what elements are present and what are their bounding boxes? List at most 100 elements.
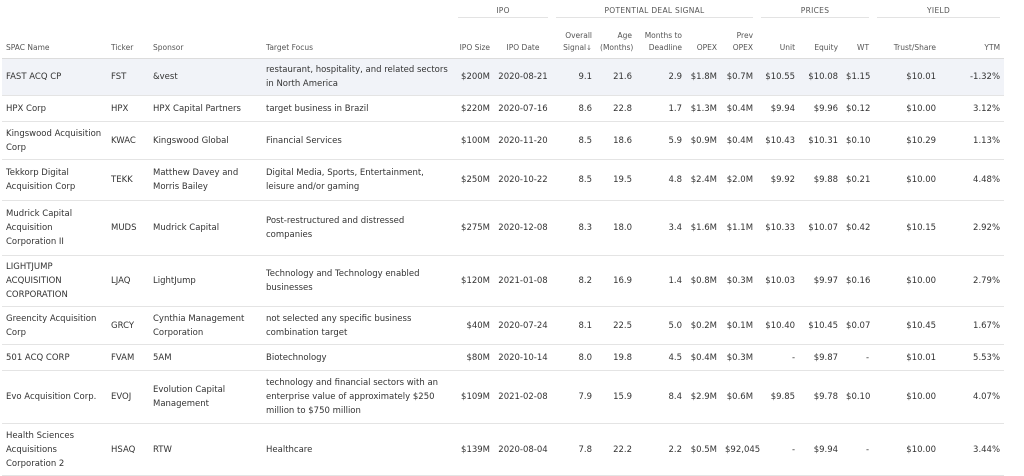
- spac-table: IPO POTENTIAL DEAL SIGNAL PRICES YIELD S…: [2, 0, 1005, 476]
- col-header-target-focus[interactable]: Target Focus: [262, 20, 454, 59]
- age-cell: 22.8: [596, 95, 637, 122]
- wt-price-cell: $0.07: [842, 306, 874, 345]
- table-row[interactable]: HPX Corp HPX HPX Capital Partners target bu…: [2, 95, 1005, 122]
- unit-price-cell: $9.92: [757, 159, 800, 201]
- ytm-cell: 4.07%: [940, 370, 1005, 424]
- table-row[interactable]: FAST ACQ CP FST &vest restaurant, hospitali…: [2, 58, 1005, 96]
- trust-share-cell: $10.01: [873, 344, 941, 371]
- overall-signal-cell: 7.8: [552, 423, 597, 476]
- col-header-months-to-deadline[interactable]: Months to Deadline: [636, 20, 687, 59]
- months-to-deadline-cell: 2.9: [636, 58, 687, 96]
- trust-share-cell: $10.00: [873, 159, 941, 201]
- unit-price-cell: $10.40: [757, 306, 800, 345]
- equity-price-cell: $9.94: [799, 423, 843, 476]
- table-row[interactable]: 501 ACQ CORP FVAM 5AM Biotechnology $80M 2020…: [2, 344, 1005, 371]
- ipo-date-cell: 2020-10-22: [494, 159, 553, 201]
- equity-price-cell: $9.97: [799, 255, 843, 307]
- sponsor-cell: Matthew Davey and Morris Bailey: [149, 159, 262, 201]
- trust-share-cell: $10.45: [873, 306, 941, 345]
- table-row[interactable]: Tekkorp Digital Acquisition Corp TEKK Matt…: [2, 159, 1005, 201]
- table-row[interactable]: Kingswood Acquisition Corp KWAC Kingswood …: [2, 121, 1005, 160]
- col-header-spac-name[interactable]: SPAC Name: [2, 20, 107, 59]
- opex-cell: $2.4M: [686, 159, 722, 201]
- spac-name-cell: Health Sciences Acquisitions Corporation…: [2, 423, 107, 476]
- ticker-cell: KWAC: [107, 121, 149, 160]
- months-to-deadline-cell: 8.4: [636, 370, 687, 424]
- ticker-cell: HSAQ: [107, 423, 149, 476]
- trust-share-cell: $10.15: [873, 200, 941, 256]
- target-focus-cell: Digital Media, Sports, Entertainment, le…: [262, 159, 454, 201]
- ipo-size-cell: $109M: [454, 370, 494, 424]
- ytm-cell: 2.92%: [940, 200, 1005, 256]
- age-cell: 18.6: [596, 121, 637, 160]
- col-header-age[interactable]: Age (Months): [596, 20, 637, 59]
- ytm-cell: 1.67%: [940, 306, 1005, 345]
- col-header-opex[interactable]: OPEX: [686, 20, 722, 59]
- col-header-sponsor[interactable]: Sponsor: [149, 20, 262, 59]
- group-header-prices: PRICES: [757, 0, 873, 20]
- table-row[interactable]: Mudrick Capital Acquisition Corporation …: [2, 200, 1005, 256]
- ytm-cell: 3.12%: [940, 95, 1005, 122]
- target-focus-cell: Financial Services: [262, 121, 454, 160]
- ytm-cell: 1.13%: [940, 121, 1005, 160]
- months-to-deadline-cell: 5.9: [636, 121, 687, 160]
- overall-signal-cell: 8.6: [552, 95, 597, 122]
- opex-cell: $1.8M: [686, 58, 722, 96]
- target-focus-cell: not selected any specific business combi…: [262, 306, 454, 345]
- ytm-cell: 3.44%: [940, 423, 1005, 476]
- equity-price-cell: $9.96: [799, 95, 843, 122]
- col-header-equity[interactable]: Equity: [799, 20, 843, 59]
- col-header-ticker[interactable]: Ticker: [107, 20, 149, 59]
- months-to-deadline-cell: 5.0: [636, 306, 687, 345]
- equity-price-cell: $10.07: [799, 200, 843, 256]
- overall-signal-cell: 7.9: [552, 370, 597, 424]
- ticker-cell: GRCY: [107, 306, 149, 345]
- opex-cell: $0.9M: [686, 121, 722, 160]
- col-header-prev-opex[interactable]: Prev OPEX: [721, 20, 758, 59]
- overall-signal-cell: 8.0: [552, 344, 597, 371]
- ipo-date-cell: 2020-11-20: [494, 121, 553, 160]
- wt-price-cell: -: [842, 344, 874, 371]
- sponsor-cell: &vest: [149, 58, 262, 96]
- overall-signal-cell: 8.5: [552, 159, 597, 201]
- wt-price-cell: $0.12: [842, 95, 874, 122]
- opex-cell: $0.5M: [686, 423, 722, 476]
- col-header-ipo-size[interactable]: IPO Size: [454, 20, 494, 59]
- trust-share-cell: $10.00: [873, 95, 941, 122]
- col-header-ipo-date[interactable]: IPO Date: [494, 20, 553, 59]
- ipo-size-cell: $100M: [454, 121, 494, 160]
- ipo-date-cell: 2020-08-21: [494, 58, 553, 96]
- table-row[interactable]: Greencity Acquisition Corp GRCY Cynthia Ma…: [2, 306, 1005, 345]
- sponsor-cell: LightJump: [149, 255, 262, 307]
- ipo-date-cell: 2020-08-04: [494, 423, 553, 476]
- ipo-date-cell: 2020-07-24: [494, 306, 553, 345]
- sponsor-cell: Cynthia Management Corporation: [149, 306, 262, 345]
- sponsor-cell: Evolution Capital Management: [149, 370, 262, 424]
- months-to-deadline-cell: 1.4: [636, 255, 687, 307]
- prev-opex-cell: $0.4M: [721, 121, 758, 160]
- col-header-trust-share[interactable]: Trust/Share: [873, 20, 941, 59]
- table-row[interactable]: LIGHTJUMP ACQUISITION CORPORATION LJAQ Lig…: [2, 255, 1005, 307]
- table-row[interactable]: Health Sciences Acquisitions Corporation…: [2, 423, 1005, 476]
- sponsor-cell: RTW: [149, 423, 262, 476]
- spac-name-cell: 501 ACQ CORP: [2, 344, 107, 371]
- prev-opex-cell: $0.7M: [721, 58, 758, 96]
- age-cell: 16.9: [596, 255, 637, 307]
- col-header-ytm[interactable]: YTM: [940, 20, 1005, 59]
- months-to-deadline-cell: 3.4: [636, 200, 687, 256]
- target-focus-cell: restaurant, hospitality, and related sec…: [262, 58, 454, 96]
- overall-signal-cell: 8.5: [552, 121, 597, 160]
- months-to-deadline-cell: 2.2: [636, 423, 687, 476]
- col-header-wt[interactable]: WT: [842, 20, 874, 59]
- col-header-unit[interactable]: Unit: [757, 20, 800, 59]
- equity-price-cell: $9.87: [799, 344, 843, 371]
- overall-signal-cell: 8.2: [552, 255, 597, 307]
- opex-cell: $1.6M: [686, 200, 722, 256]
- unit-price-cell: -: [757, 423, 800, 476]
- table-row[interactable]: Evo Acquisition Corp. EVOJ Evolution Capit…: [2, 370, 1005, 424]
- ytm-cell: 5.53%: [940, 344, 1005, 371]
- col-header-overall-signal[interactable]: Overall Signal↓: [552, 20, 597, 59]
- overall-signal-cell: 8.3: [552, 200, 597, 256]
- unit-price-cell: $10.55: [757, 58, 800, 96]
- prev-opex-cell: $0.1M: [721, 306, 758, 345]
